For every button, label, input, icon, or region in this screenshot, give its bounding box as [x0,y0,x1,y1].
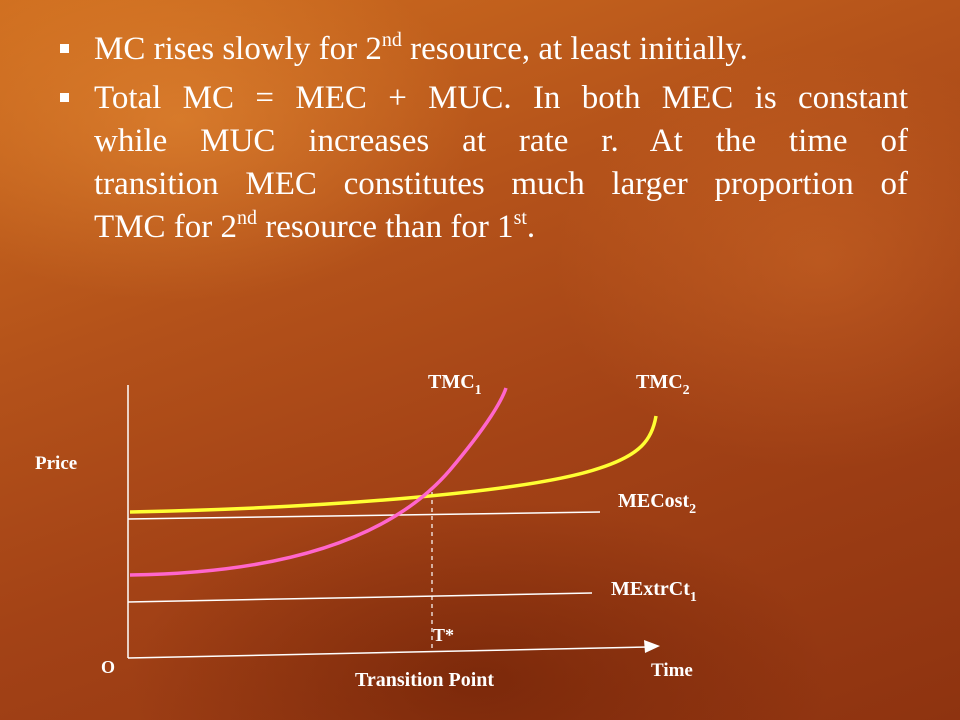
bullet-2-line-3: transition MEC constitutes much larger p… [94,163,908,206]
bullet-2-line-4: TMC for 2nd resource than for 1st. [94,206,908,249]
mextrct1-label-sub: 1 [690,590,697,605]
bullet-2: Total MC = MEC + MUC. In both MEC is con… [58,77,908,249]
x-axis-label: Time [651,660,693,681]
mextrct1-label-base: MExtrCt [611,578,690,600]
tmc1-label-base: TMC [428,371,475,393]
bullet-square-icon [60,93,69,102]
tmc2-label: TMC2 [636,371,690,398]
tmc1-label-sub: 1 [475,383,482,398]
text-run: MC rises slowly for 2 [94,31,382,67]
text-run: resource than for 1 [257,209,514,245]
bullet-1: MC rises slowly for 2nd resource, at lea… [58,28,908,71]
text-run: Total MC = MEC + MUC. In both MEC is con… [94,80,908,116]
mecost2-label-base: MECost [618,490,689,512]
y-axis-label: Price [35,453,77,474]
mextrct1-label: MExtrCt1 [611,578,697,605]
slide-bullets: MC rises slowly for 2nd resource, at lea… [58,28,908,255]
mecost2-line [127,511,601,520]
superscript: st [513,207,527,229]
text-run: transition MEC constitutes much larger p… [94,166,908,202]
transition-caption: Transition Point [355,669,494,691]
superscript: nd [381,29,402,51]
text-run: . [526,209,536,245]
tmc1-curve [129,387,508,577]
text-run: resource, at least initially. [401,31,748,67]
text-run: while MUC increases at rate r. At the ti… [94,123,908,159]
tmc2-label-base: TMC [636,371,683,393]
mecost2-label-sub: 2 [689,502,696,517]
transition-marker-label: T* [433,625,454,645]
mextrct1-line [127,592,593,603]
tmc1-label: TMC1 [428,371,482,398]
mecost2-label: MECost2 [618,490,696,517]
tmc2-label-sub: 2 [683,383,690,398]
bullet-2-line-1: Total MC = MEC + MUC. In both MEC is con… [94,77,908,120]
tmc2-curve [129,415,658,514]
x-axis [127,646,649,659]
x-axis-arrowhead-icon [644,640,660,653]
bullet-2-line-2: while MUC increases at rate r. At the ti… [94,120,908,163]
text-run: TMC for 2 [94,209,237,245]
bullet-1-line-1: MC rises slowly for 2nd resource, at lea… [94,28,908,71]
origin-label: O [101,657,115,677]
bullet-square-icon [60,44,69,53]
superscript: nd [237,207,257,229]
